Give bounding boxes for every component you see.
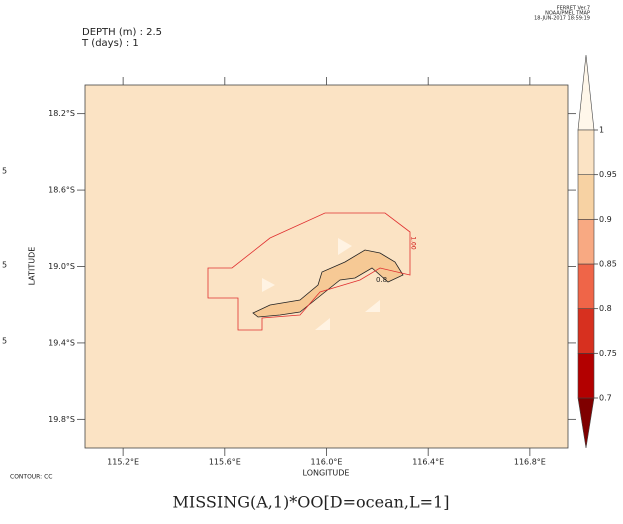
x-tick-label: 116.0°E [311, 458, 343, 467]
colorbar-band [577, 129, 595, 175]
contour-red [207, 212, 411, 331]
colorbar-label: 0.85 [599, 260, 617, 269]
x-axis-label: LONGITUDE [303, 469, 350, 478]
colorbar-label: 0.7 [599, 394, 612, 403]
plot-area [84, 84, 569, 449]
x-tick-label: 115.2°E [107, 458, 139, 467]
colorbar-band [577, 219, 595, 265]
colorbar-band [577, 263, 595, 309]
colorbar-label: 1 [599, 126, 604, 135]
patch [365, 300, 380, 312]
header-line: T (days) : 1 [81, 38, 139, 49]
contour-label: 0.8 [376, 276, 387, 284]
y-axis-label: LATITUDE [28, 247, 37, 286]
y-tick-label: 18.2°S [48, 109, 75, 118]
patch [338, 238, 352, 255]
y-tick-label: 18.6°S [48, 186, 75, 195]
x-tick-label: 116.4°E [412, 458, 444, 467]
y-tick-label: 19.0°S [48, 262, 75, 271]
colorbar-label: 0.9 [599, 215, 612, 224]
edge-fragment: 5 [2, 337, 7, 346]
stamp-line: NOAA/PMEL TMAP [545, 11, 590, 17]
patch [315, 318, 330, 330]
chart-title: MISSING(A,1)*OO[D=ocean,L=1] [173, 493, 450, 512]
stamp-line: FERRET Ver.7 [557, 6, 590, 12]
edge-fragment: 5 [2, 167, 7, 176]
colorbar-label: 0.8 [599, 304, 612, 313]
colorbar-band [577, 308, 595, 354]
x-tick-label: 115.6°E [209, 458, 241, 467]
colorbar-band [577, 353, 595, 399]
contour-label: 1.00 [410, 236, 417, 250]
footnote: CONTOUR: CC [10, 474, 52, 481]
patch [262, 278, 275, 292]
y-tick-label: 19.4°S [48, 338, 75, 347]
header-line: DEPTH (m) : 2.5 [82, 27, 162, 38]
contour-black [252, 249, 404, 318]
contours: 0.8 1.00 [207, 212, 417, 331]
colorbar-label: 0.75 [599, 349, 617, 358]
stamp-line: 18-JUN-2017 18:59:19 [534, 16, 590, 22]
x-tick-label: 116.8°E [514, 458, 546, 467]
colorbar-extend-high [577, 54, 595, 131]
y-tick-label: 19.8°S [48, 415, 75, 424]
colorbar-band [577, 174, 595, 220]
colorbar-extend-low [577, 397, 595, 449]
colorbar-label: 0.95 [599, 170, 617, 179]
edge-fragment: 5 [2, 261, 7, 270]
